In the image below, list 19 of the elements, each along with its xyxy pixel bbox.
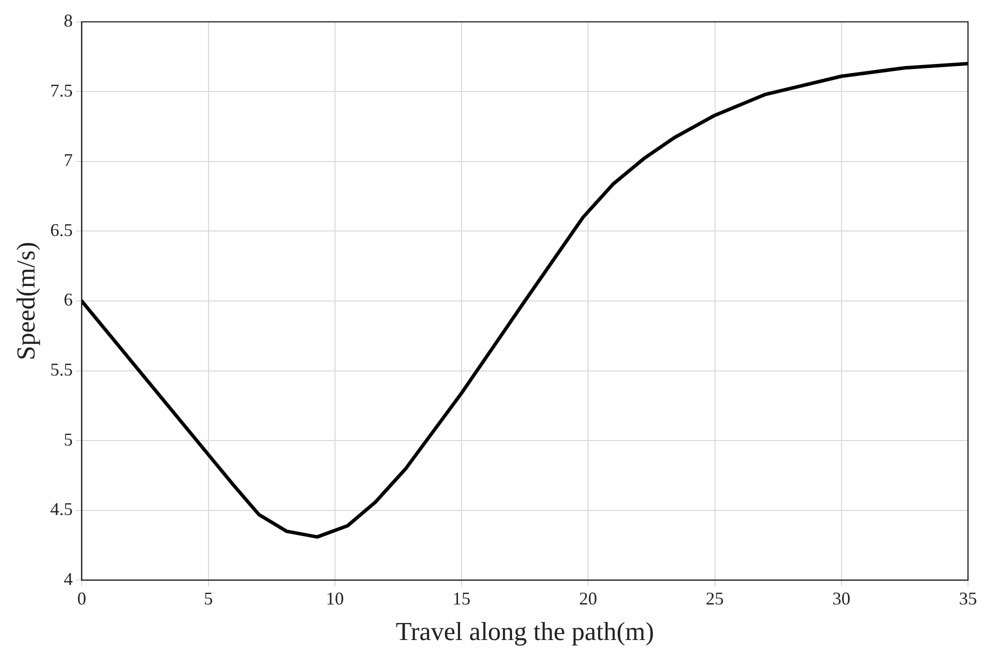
y-axis-title: Speed(m/s) — [11, 242, 40, 360]
y-tick-label: 5 — [64, 429, 73, 450]
x-tick-label: 35 — [959, 588, 977, 609]
y-tick-label: 4 — [64, 568, 73, 589]
y-tick-label: 6.5 — [50, 220, 73, 240]
y-tick-label: 7.5 — [50, 80, 73, 100]
x-tick-label: 5 — [204, 588, 213, 609]
y-tick-label: 6 — [64, 290, 73, 310]
x-tick-label: 30 — [832, 588, 850, 609]
x-axis-title: Travel along the path(m) — [396, 617, 654, 646]
x-tick-label: 0 — [77, 588, 86, 609]
x-tick-label: 10 — [326, 588, 344, 609]
x-tick-label: 20 — [579, 588, 598, 609]
y-tick-label: 5.5 — [50, 360, 73, 380]
x-tick-label: 25 — [706, 588, 724, 609]
y-tick-label: 4.5 — [50, 499, 73, 520]
x-tick-label: 15 — [452, 588, 471, 609]
y-tick-label: 8 — [64, 10, 73, 31]
y-tick-label: 7 — [64, 150, 73, 170]
